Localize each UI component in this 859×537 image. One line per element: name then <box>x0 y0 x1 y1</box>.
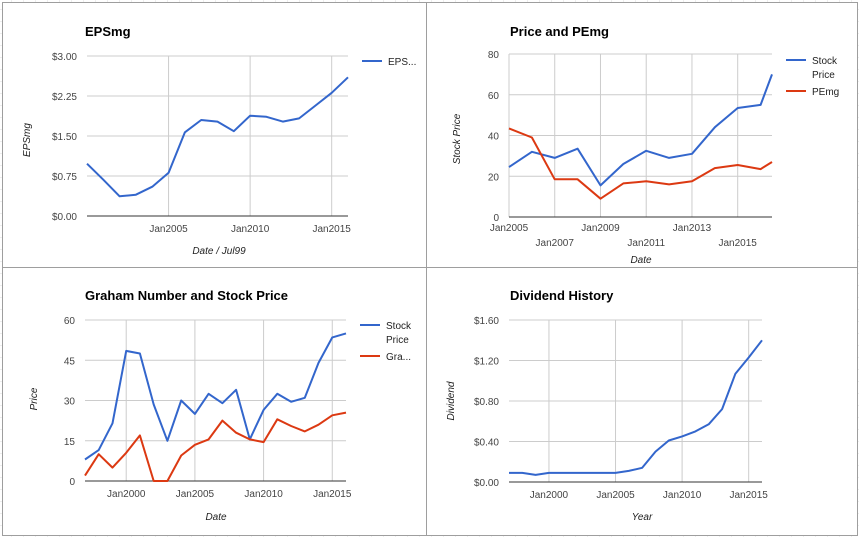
price-pe-chart-panel: Price and PEmg Stock Price Date 0 20 40 60 8… <box>426 2 858 268</box>
eps-chart-panel: EPSmg EPSmg Date / Jul99 $0.00 $0.75 $1.50… <box>2 2 427 268</box>
x-tick-label: Jan2010 <box>663 490 702 501</box>
legend-label: Gra... <box>386 352 411 363</box>
y-tick-label: 30 <box>64 397 76 408</box>
y-tick-label: $1.50 <box>52 132 77 143</box>
legend-label: EPS... <box>388 57 416 68</box>
series-line <box>509 339 763 476</box>
y-tick-label: 40 <box>488 132 500 143</box>
y-tick-label: 60 <box>64 316 76 327</box>
graham-chart-panel: Graham Number and Stock Price Price Date… <box>2 267 427 536</box>
y-tick-label: 45 <box>64 356 76 367</box>
price-pe-chart: Price and PEmg Stock Price Date 0 20 40 60 8… <box>452 24 839 266</box>
y-axis-label: Stock Price <box>452 113 463 164</box>
y-tick-label: $3.00 <box>52 52 77 63</box>
chart-title: EPSmg <box>85 24 131 39</box>
y-tick-label: $0.00 <box>474 478 499 489</box>
y-tick-label: $1.60 <box>474 316 499 327</box>
chart-title: Dividend History <box>510 288 614 303</box>
graham-chart: Graham Number and Stock Price Price Date… <box>29 288 412 523</box>
x-tick-label: Jan2000 <box>530 490 569 501</box>
y-tick-label: $0.80 <box>474 397 499 408</box>
y-tick-label: $0.75 <box>52 172 77 183</box>
y-tick-label: 80 <box>488 50 500 61</box>
x-tick-label: Jan2005 <box>490 223 529 234</box>
series-line <box>86 76 349 198</box>
y-axis-label: Dividend <box>446 381 457 420</box>
legend-label: Stock Price <box>812 56 838 81</box>
y-tick-label: $1.20 <box>474 357 499 368</box>
x-axis-label: Date / Jul99 <box>192 246 246 257</box>
series-line <box>84 332 347 461</box>
x-axis-label: Date <box>205 512 227 523</box>
dividend-chart: Dividend History Dividend Year $0.00 $0.4… <box>446 288 768 523</box>
x-tick-label: Jan2015 <box>719 238 758 249</box>
x-tick-label: Jan2010 <box>231 224 270 235</box>
y-tick-label: $0.40 <box>474 438 499 449</box>
x-tick-label: Jan2005 <box>176 489 215 500</box>
x-tick-label: Jan2010 <box>244 489 283 500</box>
x-tick-label: Jan2005 <box>596 490 635 501</box>
x-tick-label: Jan2013 <box>673 223 712 234</box>
x-tick-label: Jan2015 <box>729 490 768 501</box>
series-line <box>84 411 347 482</box>
y-tick-label: 0 <box>69 477 75 488</box>
dividend-chart-panel: Dividend History Dividend Year $0.00 $0.4… <box>426 267 858 536</box>
chart-title: Graham Number and Stock Price <box>85 288 288 303</box>
y-axis-label: EPSmg <box>22 123 33 157</box>
chart-title: Price and PEmg <box>510 24 609 39</box>
y-axis-label: Price <box>29 387 40 410</box>
legend-label: PEmg <box>812 87 839 98</box>
y-tick-label: 0 <box>493 213 499 224</box>
x-tick-label: Jan2005 <box>149 224 188 235</box>
y-tick-label: $2.25 <box>52 92 77 103</box>
x-tick-label: Jan2015 <box>313 224 352 235</box>
x-axis-label: Date <box>630 255 652 266</box>
x-tick-label: Jan2007 <box>536 238 575 249</box>
x-tick-label: Jan2011 <box>627 238 665 249</box>
x-axis-label: Year <box>632 512 653 523</box>
legend-label: Stock Price <box>386 321 412 346</box>
y-tick-label: 20 <box>488 172 500 183</box>
series-line <box>508 74 773 187</box>
eps-chart: EPSmg EPSmg Date / Jul99 $0.00 $0.75 $1.50… <box>22 24 416 257</box>
y-tick-label: 60 <box>488 91 500 102</box>
x-tick-label: Jan2015 <box>313 489 352 500</box>
series-line <box>508 127 773 200</box>
y-tick-label: $0.00 <box>52 212 77 223</box>
y-tick-label: 15 <box>64 437 76 448</box>
x-tick-label: Jan2009 <box>581 223 620 234</box>
x-tick-label: Jan2000 <box>107 489 146 500</box>
